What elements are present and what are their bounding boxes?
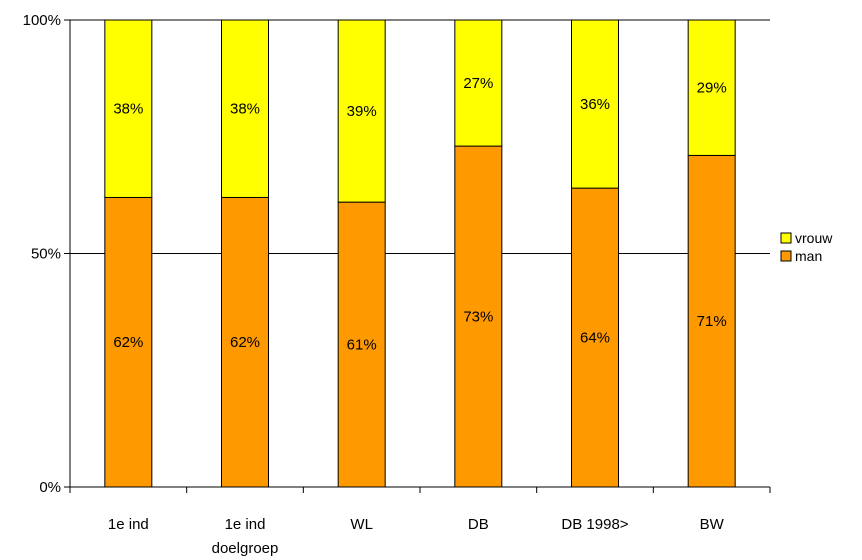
axes bbox=[64, 19, 771, 493]
x-tick-label-3: DB bbox=[468, 516, 489, 533]
data-label-man-2: 61% bbox=[347, 337, 377, 354]
bar-man-2 bbox=[337, 201, 386, 488]
legend-swatch-man bbox=[780, 250, 792, 262]
data-label-man-4: 64% bbox=[580, 330, 610, 347]
data-label-vrouw-0: 38% bbox=[113, 101, 143, 118]
data-label-vrouw-4: 36% bbox=[580, 96, 610, 113]
data-label-vrouw-5: 29% bbox=[697, 80, 727, 97]
bar-vrouw-4 bbox=[571, 19, 619, 189]
data-label-man-3: 73% bbox=[463, 309, 493, 326]
labels: 62% 62% 61% 73% 64% 71% 38% 38% 39% 27% 36% 29% 0% 50… bbox=[23, 12, 727, 557]
bar-vrouw-2 bbox=[337, 19, 386, 203]
bar-vrouw-3 bbox=[454, 19, 503, 147]
gridlines bbox=[70, 19, 770, 488]
data-label-vrouw-2: 39% bbox=[347, 103, 377, 120]
legend-swatch-vrouw bbox=[780, 232, 792, 244]
data-label-vrouw-1: 38% bbox=[230, 101, 260, 118]
y-tick-label-100: 100% bbox=[23, 12, 61, 29]
x-tick-label-2: WL bbox=[350, 516, 373, 533]
legend-label-man: man bbox=[795, 248, 822, 264]
x-tick-label-5: BW bbox=[700, 516, 725, 533]
y-tick-label-50: 50% bbox=[31, 246, 61, 263]
data-label-man-5: 71% bbox=[697, 313, 727, 330]
x-tick-label-4: DB 1998> bbox=[561, 516, 628, 533]
data-label-man-0: 62% bbox=[113, 334, 143, 351]
data-label-vrouw-3: 27% bbox=[463, 75, 493, 92]
legend: vrouw man bbox=[775, 226, 850, 276]
y-tick-label-0: 0% bbox=[39, 479, 61, 496]
bars bbox=[104, 19, 736, 488]
bar-man-0 bbox=[104, 196, 153, 488]
bar-vrouw-0 bbox=[104, 19, 153, 198]
x-tick-label-1: 1e ind doelgroep bbox=[212, 516, 279, 557]
bar-vrouw-5 bbox=[687, 19, 736, 156]
legend-label-vrouw: vrouw bbox=[795, 230, 833, 246]
x-tick-label-0: 1e ind bbox=[108, 516, 149, 533]
bar-vrouw-1 bbox=[221, 19, 269, 198]
data-label-man-1: 62% bbox=[230, 334, 260, 351]
